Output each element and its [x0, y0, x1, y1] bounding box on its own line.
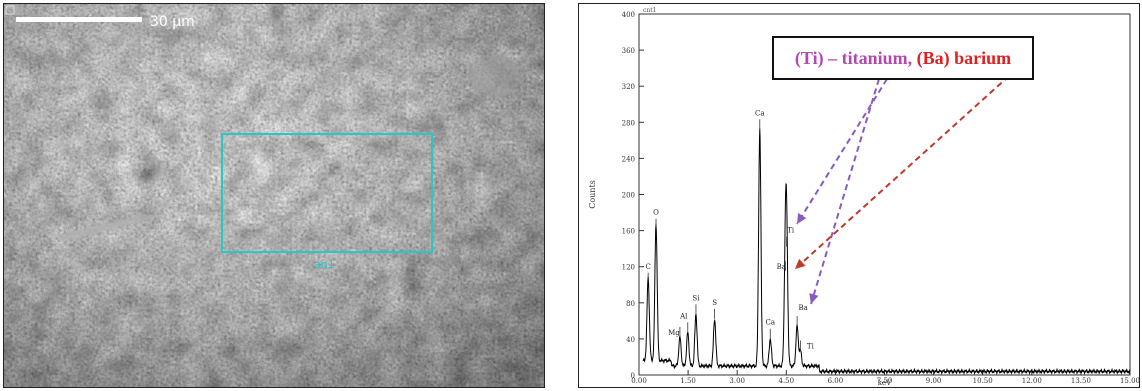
y-tick-label: 160: [622, 228, 635, 236]
titanium-arrow-2: [810, 78, 880, 305]
peak-label: Al: [679, 312, 688, 320]
x-tick-label: 9.00: [926, 377, 942, 385]
peak-label: Ti: [807, 342, 815, 350]
callout-titanium-text: (Ti) – titanium,: [794, 47, 913, 68]
spectrum-line: [642, 128, 1131, 376]
y-tick-label: 400: [622, 11, 635, 19]
corner-marker: [5, 5, 15, 15]
x-tick-label: 15.00: [1120, 377, 1139, 385]
peak-label: Ca: [765, 319, 775, 327]
y-tick-label: 0: [631, 372, 635, 380]
y-tick-label: 320: [622, 83, 635, 91]
peak-label: Ba: [798, 304, 807, 312]
barium-arrow: [794, 75, 1010, 270]
peak-label: Ca: [755, 109, 765, 117]
sem-micrograph-panel: 30 µm an1: [3, 3, 545, 388]
peak-label: O: [653, 209, 659, 217]
y-tick-label: 360: [622, 47, 635, 55]
x-tick-label: 10.50: [973, 377, 993, 385]
x-tick-label: 13.50: [1071, 377, 1091, 385]
peak-label: Si: [692, 294, 700, 302]
scale-bar: [16, 17, 142, 22]
callout-barium-text: (Ba) barium: [916, 47, 1012, 68]
eds-spectrum-chart: 0 40 80 120 160 200 240 280 320 360 400 0.00 1.50 3.0…: [588, 7, 1140, 387]
x-tick-label: 12.00: [1022, 377, 1042, 385]
element-callout-box: (Ti) – titanium, (Ba) barium: [772, 36, 1034, 80]
titanium-arrow: [796, 78, 888, 225]
y-tick-label: 200: [622, 192, 635, 200]
y-tick-label: 120: [622, 264, 635, 272]
peak-label: S: [712, 299, 717, 307]
scale-bar-label: 30 µm: [150, 14, 195, 30]
x-axis-label: keV: [878, 379, 892, 387]
roi-label: an1: [314, 258, 335, 271]
x-tick-label: 1.50: [680, 377, 696, 385]
peak-label: Ba: [777, 263, 786, 271]
titanium-arrow-2-head: [809, 293, 819, 304]
peak-label: C: [645, 263, 650, 271]
x-tick-label: 6.00: [828, 377, 844, 385]
roi-box: [221, 133, 433, 253]
titanium-arrow-head: [797, 213, 807, 224]
y-tick-label: 80: [626, 300, 635, 308]
x-tick-label: 3.00: [729, 377, 745, 385]
y-tick-label: 240: [622, 155, 635, 163]
sem-micrograph-image: 30 µm an1: [4, 4, 544, 387]
x-tick-label: 7.50: [877, 377, 893, 385]
peak-label: Mg: [668, 329, 680, 337]
chart-top-label: cnt1: [643, 7, 656, 14]
x-tick-label: 0.00: [631, 377, 647, 385]
barium-arrow-head: [795, 258, 806, 269]
y-tick-label: 280: [622, 119, 635, 127]
y-tick-label: 40: [626, 336, 635, 344]
x-tick-label: 4.50: [779, 377, 795, 385]
y-axis-label: Counts: [588, 180, 597, 209]
peak-label: Ti: [787, 227, 795, 235]
